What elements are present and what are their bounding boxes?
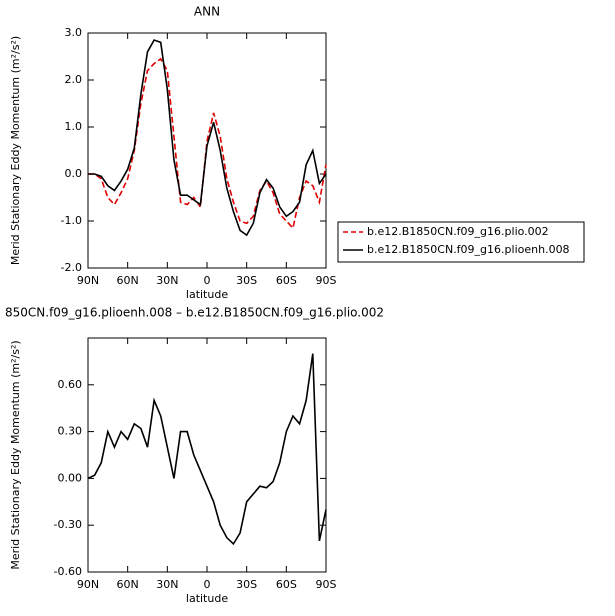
chart-title: ANN (194, 5, 220, 19)
chart-title: 850CN.f09_g16.plioenh.008 – b.e12.B1850C… (5, 306, 384, 320)
x-tick-label: 90S (316, 578, 337, 591)
x-tick-label: 60S (276, 274, 297, 287)
series-line (88, 39, 327, 237)
x-axis-label: latitude (186, 288, 228, 301)
series-line (87, 353, 327, 546)
y-tick-label: 0.60 (58, 378, 83, 391)
plot-frame (87, 337, 327, 573)
x-tick-label: 90S (316, 274, 337, 287)
y-axis-label: Merid Stationary Eddy Momentum (m²/s²) (9, 36, 22, 265)
series-line (88, 57, 327, 230)
legend-box (337, 221, 585, 263)
y-tick-label: 2.0 (65, 73, 83, 86)
legend-label: b.e12.B1850CN.f09_g16.plioenh.008 (367, 243, 570, 256)
x-tick-label: 60S (276, 578, 297, 591)
y-axis-label: Merid Stationary Eddy Momentum (m²/s²) (9, 340, 22, 569)
y-tick-label: -1.0 (61, 214, 82, 227)
x-tick-label: 60N (117, 578, 139, 591)
x-axis-label: latitude (186, 592, 228, 605)
x-tick-label: 0 (204, 578, 211, 591)
x-tick-label: 90N (77, 578, 99, 591)
x-tick-label: 60N (117, 274, 139, 287)
y-tick-label: 0.0 (65, 167, 83, 180)
y-tick-label: 0.30 (58, 425, 83, 438)
legend-label: b.e12.B1850CN.f09_g16.plio.002 (367, 225, 549, 238)
y-tick-label: 1.0 (65, 120, 83, 133)
x-tick-label: 90N (77, 274, 99, 287)
y-tick-label: -0.60 (54, 565, 82, 578)
x-tick-label: 30N (156, 578, 178, 591)
y-tick-label: -2.0 (61, 261, 82, 274)
x-tick-label: 30S (236, 578, 257, 591)
x-tick-label: 30S (236, 274, 257, 287)
y-tick-label: -0.30 (54, 518, 82, 531)
y-tick-label: 3.0 (65, 26, 83, 39)
y-tick-label: 0.00 (58, 471, 83, 484)
x-tick-label: 30N (156, 274, 178, 287)
x-tick-label: 0 (204, 274, 211, 287)
